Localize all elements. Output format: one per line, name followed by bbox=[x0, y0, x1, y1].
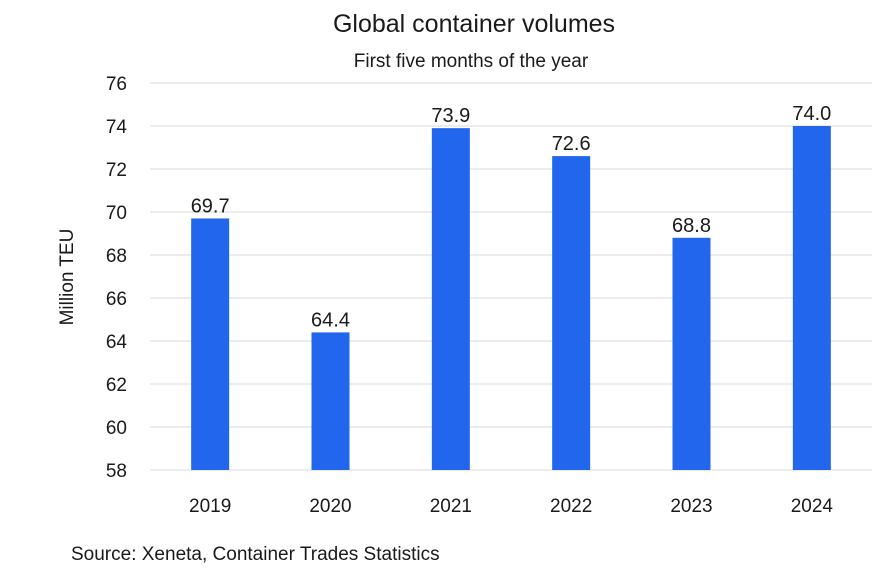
data-label-2024: 74.0 bbox=[792, 103, 831, 125]
x-axis-ticks: 2019 2020 2021 2022 2023 2024 bbox=[189, 496, 833, 517]
y-tick-label: 74 bbox=[106, 117, 128, 138]
y-tick-label: 72 bbox=[106, 160, 127, 181]
gridlines bbox=[150, 82, 872, 471]
y-axis-ticks: 58 60 62 64 66 68 70 72 74 76 bbox=[106, 74, 128, 482]
bars: 69.7 64.4 73.9 72.6 68.8 74.0 bbox=[191, 103, 831, 470]
y-tick-label: 62 bbox=[106, 375, 127, 396]
x-tick-label: 2020 bbox=[309, 496, 351, 517]
x-tick-label: 2021 bbox=[430, 496, 472, 517]
y-tick-label: 58 bbox=[106, 461, 127, 482]
y-tick-label: 76 bbox=[106, 74, 127, 95]
chart-title: Global container volumes bbox=[333, 10, 615, 38]
y-tick-label: 60 bbox=[106, 418, 127, 439]
x-tick-label: 2019 bbox=[189, 496, 231, 517]
data-label-2023: 68.8 bbox=[672, 215, 711, 237]
bar-2022 bbox=[552, 156, 591, 470]
y-tick-label: 68 bbox=[106, 246, 127, 267]
data-label-2022: 72.6 bbox=[552, 133, 591, 155]
y-axis-label: Million TEU bbox=[57, 229, 78, 326]
x-tick-label: 2023 bbox=[670, 496, 712, 517]
x-tick-label: 2022 bbox=[550, 496, 592, 517]
data-label-2020: 64.4 bbox=[311, 309, 350, 331]
bar-2024 bbox=[792, 126, 831, 470]
bar-2019 bbox=[191, 218, 230, 470]
y-tick-label: 70 bbox=[106, 203, 127, 224]
data-label-2019: 69.7 bbox=[191, 195, 230, 217]
y-tick-label: 66 bbox=[106, 289, 127, 310]
chart-subtitle: First five months of the year bbox=[354, 51, 589, 72]
y-tick-label: 64 bbox=[106, 332, 128, 353]
source-note: Source: Xeneta, Container Trades Statist… bbox=[71, 544, 440, 565]
bar-2023 bbox=[672, 237, 711, 470]
bar-2021 bbox=[431, 128, 470, 470]
x-tick-label: 2024 bbox=[791, 496, 834, 517]
bar-2020 bbox=[311, 332, 350, 470]
data-label-2021: 73.9 bbox=[431, 105, 470, 127]
bar-chart: Global container volumes First five mont… bbox=[57, 10, 872, 517]
